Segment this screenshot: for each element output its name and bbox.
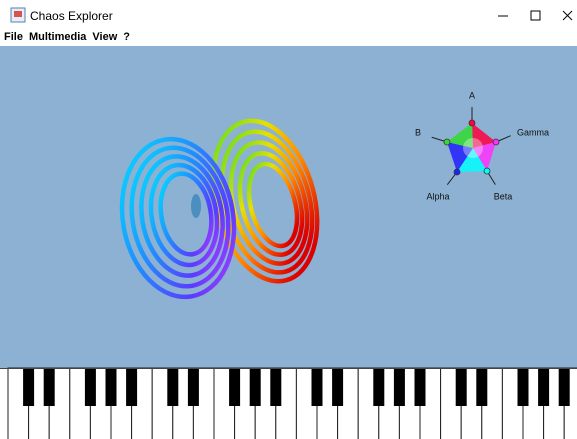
parameter-label: Alpha [426, 191, 449, 201]
black-key[interactable] [188, 368, 199, 406]
window-title: Chaos Explorer [30, 9, 113, 23]
parameter-handle[interactable] [493, 139, 499, 145]
pentagon-center [463, 138, 483, 158]
black-key[interactable] [394, 368, 405, 406]
black-key[interactable] [229, 368, 240, 406]
parameter-handle[interactable] [484, 168, 490, 174]
parameter-label: Beta [494, 191, 513, 201]
black-key[interactable] [167, 368, 178, 406]
piano-keyboard[interactable] [0, 368, 577, 439]
black-key[interactable] [312, 368, 323, 406]
black-key[interactable] [44, 368, 55, 406]
black-key[interactable] [373, 368, 384, 406]
parameter-label: B [415, 127, 421, 137]
black-key[interactable] [85, 368, 96, 406]
maximize-button[interactable] [531, 11, 540, 20]
menu-item[interactable]: Multimedia [27, 30, 88, 44]
menu-item[interactable]: ? [121, 30, 132, 44]
parameter-handle[interactable] [454, 169, 460, 175]
stage: A Gamma Beta Alpha B [0, 46, 577, 439]
menu-item[interactable]: View [90, 30, 119, 44]
black-key[interactable] [270, 368, 281, 406]
black-key[interactable] [559, 368, 570, 406]
app-icon-detail [14, 11, 22, 17]
title-bar: Chaos Explorer [0, 0, 577, 30]
parameter-label: A [469, 90, 475, 100]
black-key[interactable] [126, 368, 137, 406]
black-key[interactable] [106, 368, 117, 406]
black-key[interactable] [415, 368, 426, 406]
parameter-handle[interactable] [469, 120, 475, 126]
app-window: Chaos Explorer FileMultimediaView? A Gamm… [0, 0, 577, 439]
black-key[interactable] [23, 368, 34, 406]
black-key[interactable] [538, 368, 549, 406]
black-key[interactable] [456, 368, 467, 406]
menu-item[interactable]: File [2, 30, 25, 44]
black-key[interactable] [332, 368, 343, 406]
black-key[interactable] [250, 368, 261, 406]
parameter-handle[interactable] [444, 139, 450, 145]
parameter-label: Gamma [517, 127, 549, 137]
black-key[interactable] [476, 368, 487, 406]
canvas-background [0, 46, 577, 368]
attractor-core [191, 194, 201, 218]
black-key[interactable] [518, 368, 529, 406]
close-button[interactable] [563, 11, 572, 20]
